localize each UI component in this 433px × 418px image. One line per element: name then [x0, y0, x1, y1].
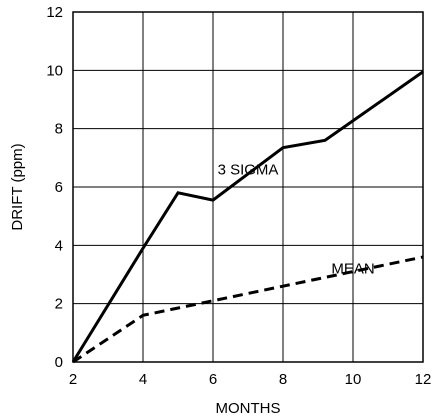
plot-frame: [72, 11, 424, 363]
series-lines: [71, 70, 424, 364]
y-axis-title: DRIFT (ppm): [9, 143, 26, 230]
mean-series-line: [72, 255, 424, 364]
x-tick-label: 4: [139, 371, 147, 388]
3-sigma-annotation: 3 SIGMA: [218, 162, 279, 179]
annotations: 3 SIGMA MEAN: [218, 162, 375, 278]
y-tick-label: 10: [46, 62, 63, 79]
mean-annotation: MEAN: [331, 261, 374, 278]
x-tick-label: 10: [345, 371, 362, 388]
y-tick-label: 12: [46, 4, 63, 21]
y-tick-label: 2: [55, 296, 63, 313]
x-tick-label: 12: [415, 371, 432, 388]
x-tick-label: 2: [69, 371, 77, 388]
y-tick-label: 6: [55, 179, 63, 196]
3-sigma-series-line: [71, 70, 424, 363]
x-tick-label: 6: [209, 371, 217, 388]
grid: [72, 11, 424, 363]
x-tick-label: 8: [279, 371, 287, 388]
x-axis-title: MONTHS: [216, 400, 281, 417]
y-tick-label: 4: [55, 237, 63, 254]
y-tick-label: 8: [55, 121, 63, 138]
y-tick-label: 0: [55, 354, 63, 371]
